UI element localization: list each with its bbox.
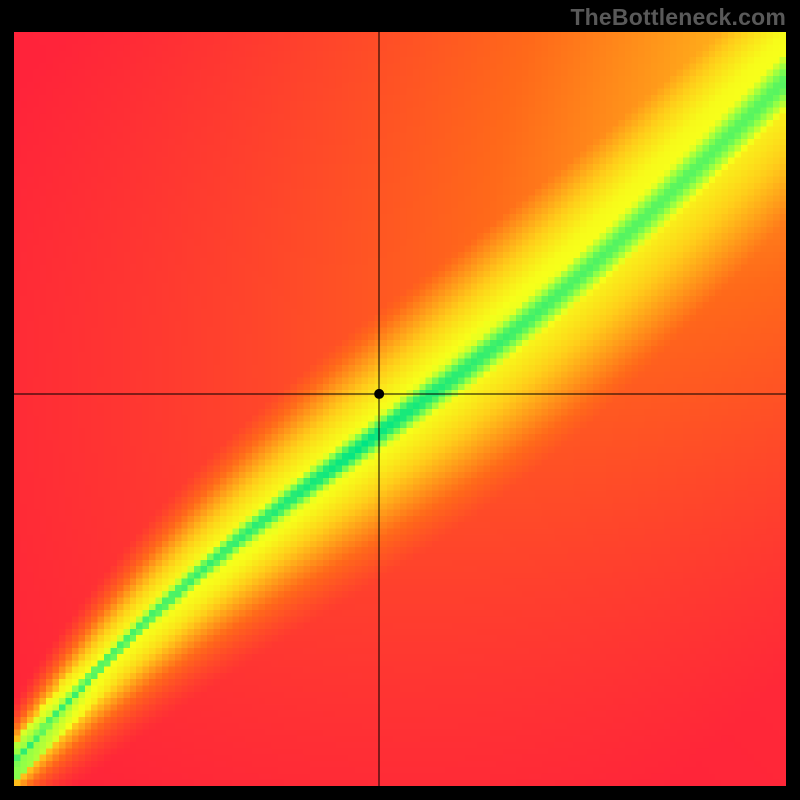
- chart-frame: TheBottleneck.com: [0, 0, 800, 800]
- plot-area: [14, 32, 786, 786]
- heatmap-canvas: [14, 32, 786, 786]
- watermark-text: TheBottleneck.com: [570, 4, 786, 31]
